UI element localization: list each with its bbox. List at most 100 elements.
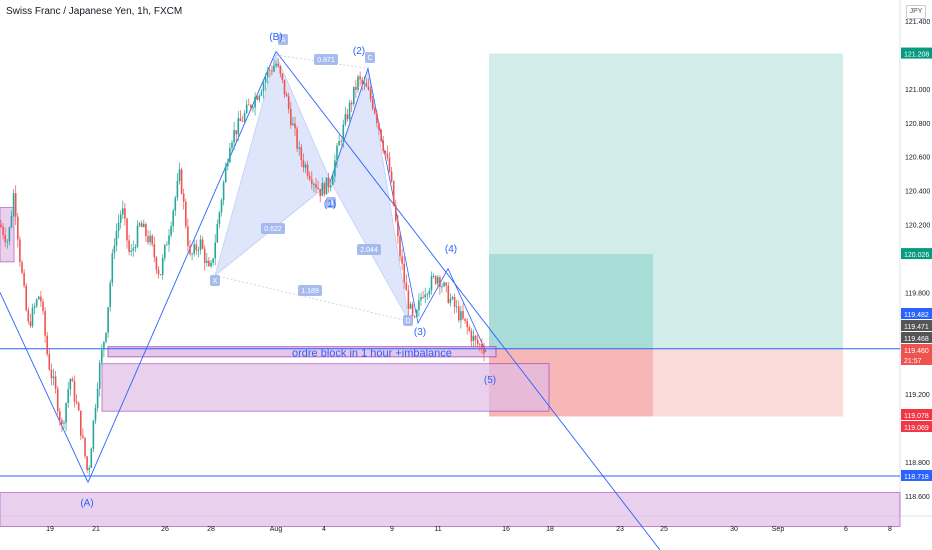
x-tick-label: 21 [92, 526, 100, 533]
candle-body [138, 223, 141, 226]
candle-body [327, 177, 330, 188]
candle-body [481, 344, 483, 350]
candle-body [311, 179, 313, 185]
wave-label: (3) [414, 327, 426, 338]
candle-body [170, 226, 172, 236]
candle-body [277, 63, 279, 67]
candle-body [363, 83, 366, 85]
candle-body [203, 248, 206, 263]
candle-body [220, 200, 223, 213]
currency-badge[interactable]: JPY [906, 5, 926, 19]
candle-body [243, 112, 246, 122]
candle-body [273, 66, 275, 72]
candle-body [386, 153, 389, 158]
candle-body [239, 118, 242, 122]
candle-body [111, 253, 114, 283]
candle-body [88, 467, 90, 471]
candle-body [380, 129, 382, 141]
candle-body [378, 123, 380, 130]
candle-body [470, 330, 473, 342]
price-badge-bg [901, 354, 932, 365]
candle-body [308, 175, 311, 180]
order-block-zone [107, 346, 497, 358]
candle-body [92, 420, 95, 449]
candle-body [466, 320, 468, 328]
candle-body [233, 130, 235, 143]
pattern-point-label: A [281, 37, 286, 44]
candle-body [334, 160, 336, 177]
candle-body [143, 224, 145, 228]
harmonic-bcd-triangle [330, 68, 410, 322]
candle-body [67, 389, 69, 403]
price-badge-bg [901, 344, 932, 355]
wave-label: (1) [324, 199, 336, 210]
left-zone [0, 207, 15, 263]
candle-body [46, 335, 48, 355]
candle-body [33, 306, 36, 308]
candle-body [388, 157, 391, 172]
candle-body [266, 69, 269, 78]
ratio-label: 1.189 [301, 288, 319, 295]
candle-body [50, 369, 53, 379]
pattern-point-bg [326, 197, 336, 208]
candle-body [325, 177, 328, 195]
candle-body [260, 91, 263, 96]
candle-body [4, 235, 6, 243]
x-tick-label: 11 [434, 526, 441, 533]
candle-body [147, 236, 149, 243]
candle-body [434, 276, 437, 284]
candle-body [8, 227, 11, 242]
price-badge-bg [901, 332, 932, 343]
candle-body [206, 260, 208, 263]
candle-body [296, 128, 298, 149]
candle-body [98, 362, 101, 389]
candle-body [10, 215, 13, 228]
pattern-point-label: X [213, 278, 218, 285]
candle-body [159, 274, 162, 275]
candle-body [350, 102, 353, 105]
price-badge-label: 119.482 [904, 312, 929, 319]
candle-body [25, 285, 27, 311]
candle-body [63, 422, 65, 424]
candle-body [227, 162, 229, 167]
ratio-label-bg [357, 244, 381, 255]
candle-body [294, 123, 296, 129]
candle-body [405, 282, 408, 291]
candle-body [374, 108, 376, 114]
wave-label: (5) [484, 375, 496, 386]
candle-body [340, 141, 342, 142]
candle-body [44, 310, 46, 336]
candle-body [117, 222, 120, 231]
position-partial-target-zone [489, 254, 653, 349]
y-tick-label: 119.200 [905, 392, 930, 399]
price-badge-bg [901, 47, 932, 59]
candle-body [96, 388, 99, 408]
pattern-point-bg [365, 52, 375, 63]
candle-body [422, 297, 424, 298]
candle-body [315, 184, 317, 188]
x-tick-label: 28 [207, 526, 215, 533]
y-tick-label: 118.600 [905, 494, 930, 501]
candle-body [359, 76, 361, 80]
candle-body [300, 147, 303, 161]
candle-body [428, 290, 431, 295]
candle-body [306, 164, 309, 176]
order-block-label: ordre block in 1 hour +imbalance [292, 348, 452, 360]
y-tick-label: 120.600 [905, 155, 930, 162]
ratio-label: 0.622 [264, 226, 282, 233]
candle-body [107, 307, 109, 333]
candle-body [256, 96, 258, 100]
price-badge-label: 119.471 [904, 324, 929, 331]
price-badge-label: 119.069 [904, 425, 929, 432]
candle-body [390, 171, 393, 181]
candle-body [82, 435, 84, 438]
pattern-point-label: C [367, 55, 372, 62]
candle-body [338, 141, 340, 146]
candle-body [447, 285, 450, 303]
candle-body [424, 294, 426, 298]
candle-body [29, 321, 32, 326]
trendline-up [87, 51, 277, 483]
candle-body [426, 294, 429, 296]
x-tick-label: 16 [502, 526, 510, 533]
